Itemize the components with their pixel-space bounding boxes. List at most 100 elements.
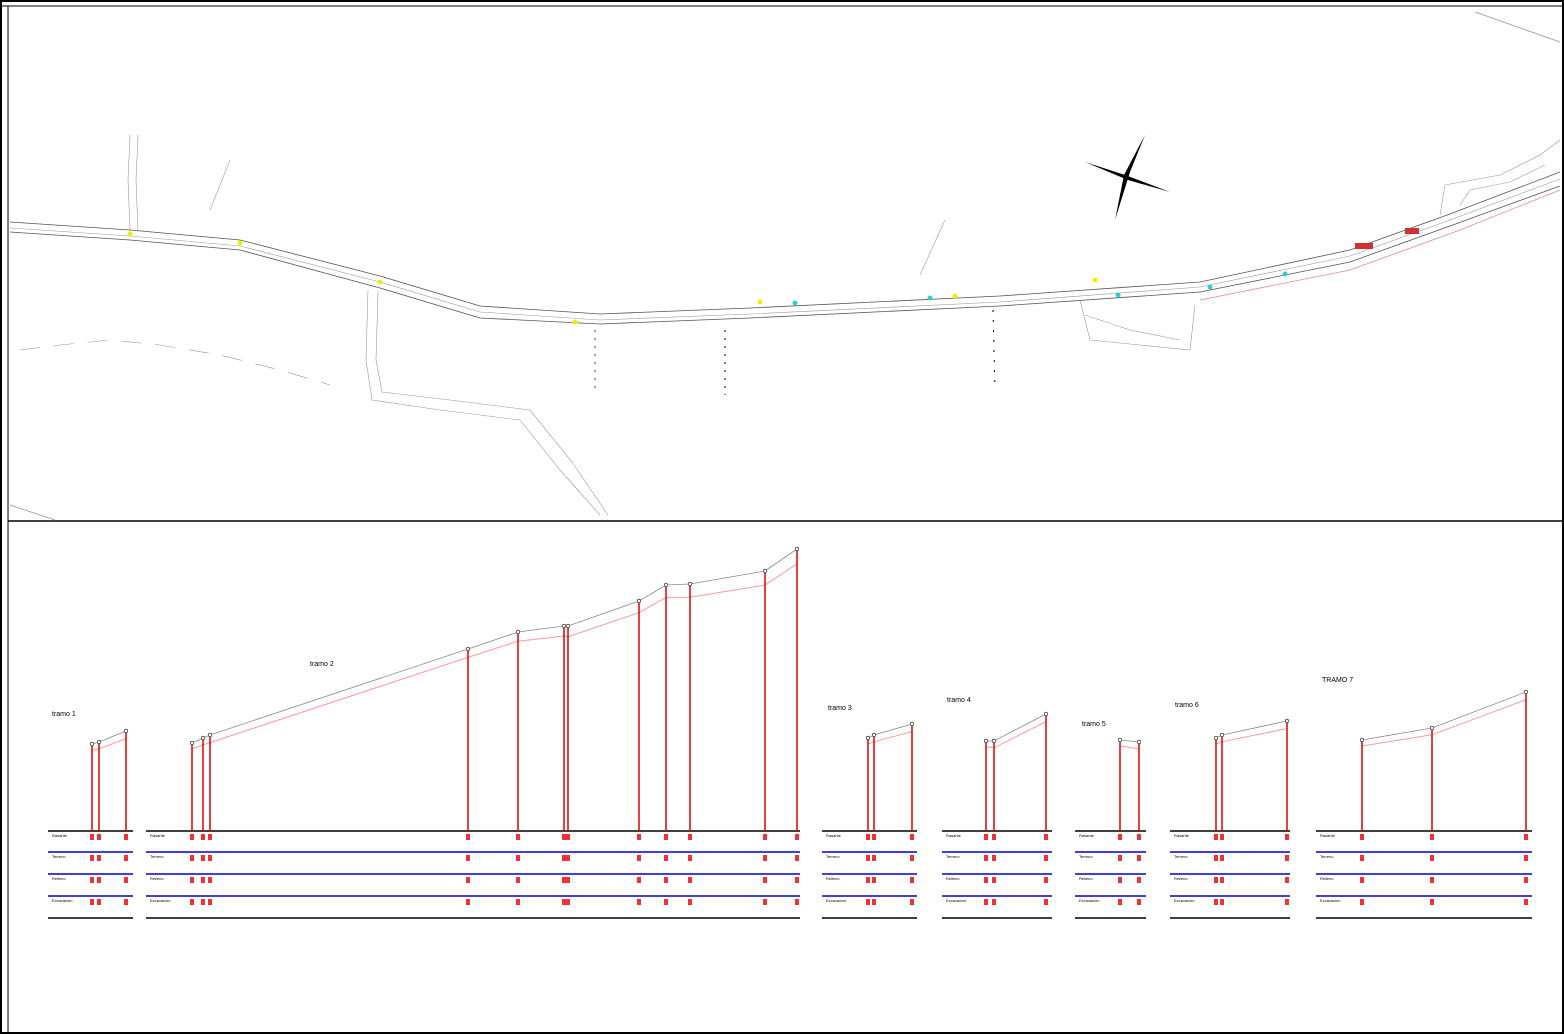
table-value bbox=[124, 855, 128, 861]
table-value bbox=[516, 834, 520, 840]
table-value bbox=[763, 855, 767, 861]
contour bbox=[1460, 165, 1545, 205]
station-marker bbox=[910, 722, 914, 726]
table-value bbox=[190, 899, 194, 905]
row-label: Relleno bbox=[1174, 876, 1188, 881]
plan-view bbox=[10, 12, 1560, 520]
row-label: Relleno bbox=[946, 876, 960, 881]
row-label: Excavación bbox=[826, 898, 846, 903]
table-value bbox=[637, 877, 641, 883]
table-value bbox=[90, 855, 94, 861]
plan-marker bbox=[928, 296, 933, 301]
profiles: tramo 1 Rasante Terreno Relleno Excavación tr… bbox=[48, 547, 1532, 918]
table-value bbox=[1044, 877, 1048, 883]
table-value bbox=[992, 834, 996, 840]
table-value bbox=[1524, 855, 1528, 861]
row-label: Rasante bbox=[1174, 833, 1190, 838]
station-marker bbox=[466, 647, 470, 651]
table-value bbox=[208, 877, 212, 883]
table-value bbox=[688, 834, 692, 840]
station-marker bbox=[1285, 719, 1289, 723]
grade-line bbox=[192, 564, 797, 749]
table-value bbox=[566, 855, 570, 861]
station-marker bbox=[90, 742, 94, 746]
table-value bbox=[466, 899, 470, 905]
station-marker bbox=[1360, 738, 1364, 742]
table-value bbox=[1044, 899, 1048, 905]
table-value bbox=[1137, 899, 1141, 905]
table-value bbox=[1137, 877, 1141, 883]
table-value bbox=[872, 899, 876, 905]
station-marker bbox=[562, 624, 566, 628]
table-value bbox=[562, 855, 566, 861]
table-value bbox=[992, 877, 996, 883]
table-value bbox=[208, 834, 212, 840]
table-value bbox=[1044, 855, 1048, 861]
edge-line bbox=[1475, 12, 1560, 42]
branch-road bbox=[128, 135, 130, 230]
station-marker bbox=[688, 582, 692, 586]
profile-title: TRAMO 7 bbox=[1322, 677, 1353, 684]
grade-line bbox=[986, 722, 1046, 748]
station-marker bbox=[664, 583, 668, 587]
row-label: Rasante bbox=[946, 833, 962, 838]
plan-marker bbox=[953, 294, 958, 299]
grade-line bbox=[1120, 746, 1139, 749]
table-value bbox=[866, 834, 870, 840]
contour bbox=[1085, 315, 1180, 340]
table-value bbox=[1220, 877, 1224, 883]
table-value bbox=[562, 877, 566, 883]
station-marker bbox=[763, 569, 767, 573]
table-value bbox=[1118, 899, 1122, 905]
table-value bbox=[984, 834, 988, 840]
table-value bbox=[872, 877, 876, 883]
plan-marker bbox=[1093, 278, 1098, 283]
row-label: Terreno bbox=[826, 854, 840, 859]
grade-line bbox=[1216, 729, 1287, 744]
street-label-line bbox=[210, 160, 230, 210]
building bbox=[1405, 228, 1419, 234]
station-marker bbox=[124, 729, 128, 733]
row-label: Relleno bbox=[150, 876, 164, 881]
table-value bbox=[1285, 877, 1289, 883]
plan-marker bbox=[1116, 293, 1121, 298]
table-value bbox=[1360, 834, 1364, 840]
table-value bbox=[1430, 855, 1434, 861]
plan-marker bbox=[378, 280, 383, 285]
station-marker bbox=[566, 624, 570, 628]
table-value bbox=[664, 877, 668, 883]
profile-title: tramo 2 bbox=[310, 661, 334, 668]
table-value bbox=[1360, 899, 1364, 905]
row-label: Terreno bbox=[52, 854, 66, 859]
row-label: Terreno bbox=[150, 854, 164, 859]
station-marker bbox=[208, 733, 212, 737]
table-value bbox=[201, 855, 205, 861]
table-value bbox=[1360, 855, 1364, 861]
table-value bbox=[466, 834, 470, 840]
table-value bbox=[1430, 899, 1434, 905]
station-marker bbox=[1220, 733, 1224, 737]
table-value bbox=[984, 899, 988, 905]
station-marker bbox=[866, 736, 870, 740]
north-arrow bbox=[1085, 135, 1170, 220]
plan-marker bbox=[793, 301, 798, 306]
profile-title: tramo 1 bbox=[52, 711, 76, 718]
station-marker bbox=[984, 739, 988, 743]
station-marker bbox=[1214, 736, 1218, 740]
station-marker bbox=[1118, 738, 1122, 742]
plan-marker bbox=[573, 320, 578, 325]
row-label: Relleno bbox=[826, 876, 840, 881]
terrain-line bbox=[192, 549, 797, 743]
branch-road bbox=[366, 290, 600, 515]
row-label: Rasante bbox=[1079, 833, 1095, 838]
table-value bbox=[97, 877, 101, 883]
table-value bbox=[1137, 855, 1141, 861]
profile-title: tramo 4 bbox=[947, 697, 971, 704]
table-value bbox=[90, 899, 94, 905]
table-value bbox=[866, 899, 870, 905]
table-value bbox=[688, 855, 692, 861]
table-value bbox=[688, 877, 692, 883]
drawing: tramo 1 Rasante Terreno Relleno Excavación tr… bbox=[0, 0, 1564, 1034]
plan-marker bbox=[128, 232, 133, 237]
table-value bbox=[1044, 834, 1048, 840]
